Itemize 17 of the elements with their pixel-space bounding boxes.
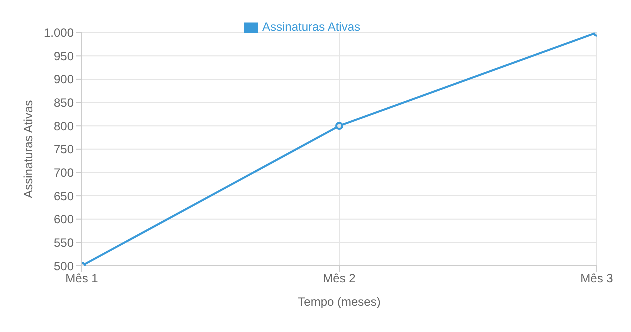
x-axis-title: Tempo (meses) bbox=[298, 295, 381, 309]
y-tick-label: 700 bbox=[54, 166, 74, 180]
x-tick-label: Mês 3 bbox=[580, 272, 614, 286]
y-tick-label: 900 bbox=[54, 72, 74, 87]
y-tick-label: 500 bbox=[54, 259, 74, 274]
legend-label: Assinaturas Ativas bbox=[262, 20, 361, 34]
y-tick-label: 950 bbox=[54, 49, 74, 64]
x-tick-label: Mês 2 bbox=[323, 272, 356, 286]
y-tick-label: 750 bbox=[54, 142, 74, 157]
y-tick-label: 1.000 bbox=[44, 26, 74, 40]
y-tick-label: 800 bbox=[54, 119, 74, 134]
y-tick-label: 650 bbox=[54, 189, 74, 204]
y-tick-label: 850 bbox=[54, 96, 74, 110]
y-tick-label: 600 bbox=[54, 212, 74, 227]
y-tick-label: 550 bbox=[54, 236, 74, 250]
x-tick-label: Mês 1 bbox=[66, 272, 99, 286]
y-axis-title: Assinaturas Ativas bbox=[21, 100, 36, 198]
